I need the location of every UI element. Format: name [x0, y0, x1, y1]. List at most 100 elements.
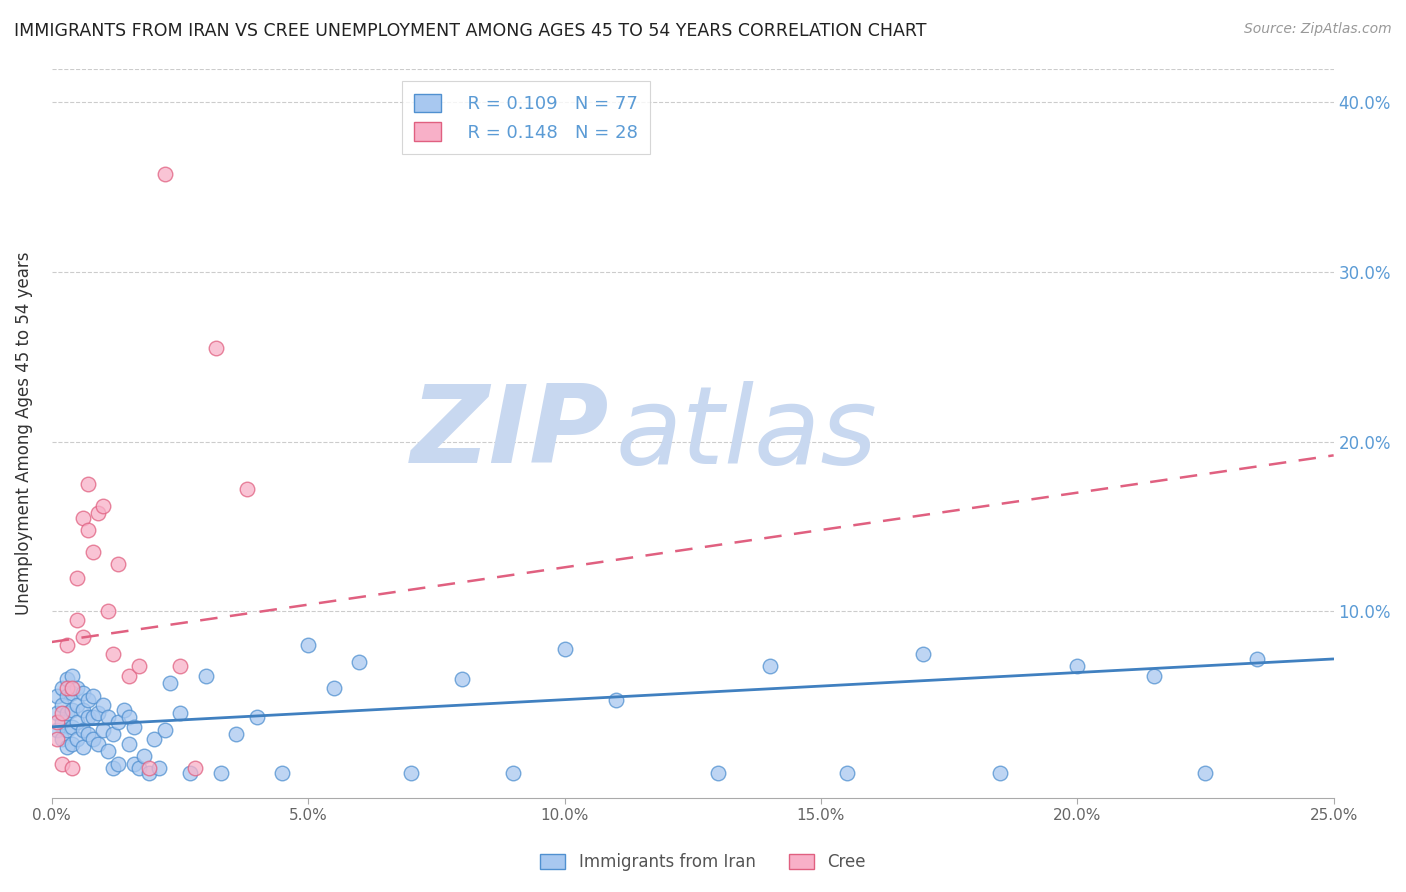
- Point: [246, 709, 269, 723]
- Point: [107, 757, 129, 772]
- Point: [153, 723, 176, 738]
- Point: [107, 714, 129, 729]
- Point: [76, 726, 98, 740]
- Point: [1143, 669, 1166, 683]
- Point: [138, 760, 160, 774]
- Point: [209, 765, 232, 780]
- Point: [179, 765, 201, 780]
- Point: [51, 698, 73, 712]
- Point: [66, 714, 89, 729]
- Point: [51, 731, 73, 746]
- Point: [51, 757, 73, 772]
- Point: [912, 647, 935, 661]
- Point: [51, 706, 73, 721]
- Point: [56, 639, 79, 653]
- Point: [553, 641, 575, 656]
- Text: ZIP: ZIP: [411, 380, 609, 486]
- Point: [1246, 652, 1268, 666]
- Point: [82, 731, 104, 746]
- Point: [194, 669, 217, 683]
- Point: [118, 737, 141, 751]
- Text: atlas: atlas: [616, 381, 877, 486]
- Point: [97, 604, 120, 618]
- Point: [45, 690, 67, 704]
- Point: [45, 723, 67, 738]
- Point: [349, 656, 371, 670]
- Point: [502, 765, 524, 780]
- Point: [82, 690, 104, 704]
- Point: [60, 681, 83, 695]
- Point: [91, 698, 114, 712]
- Point: [45, 714, 67, 729]
- Point: [60, 669, 83, 683]
- Point: [45, 706, 67, 721]
- Legend: Immigrants from Iran, Cree: Immigrants from Iran, Cree: [531, 845, 875, 880]
- Point: [72, 511, 94, 525]
- Point: [205, 342, 228, 356]
- Point: [97, 743, 120, 757]
- Point: [72, 703, 94, 717]
- Point: [605, 692, 627, 706]
- Point: [56, 740, 79, 755]
- Point: [322, 681, 344, 695]
- Point: [82, 545, 104, 559]
- Point: [128, 658, 150, 673]
- Point: [1066, 658, 1088, 673]
- Point: [184, 760, 207, 774]
- Point: [97, 709, 120, 723]
- Legend:   R = 0.109   N = 77,   R = 0.148   N = 28: R = 0.109 N = 77, R = 0.148 N = 28: [402, 81, 651, 154]
- Point: [60, 737, 83, 751]
- Point: [169, 706, 191, 721]
- Point: [122, 757, 145, 772]
- Point: [118, 709, 141, 723]
- Point: [707, 765, 730, 780]
- Point: [72, 723, 94, 738]
- Point: [138, 765, 160, 780]
- Point: [103, 760, 125, 774]
- Point: [82, 709, 104, 723]
- Point: [159, 675, 181, 690]
- Point: [225, 726, 247, 740]
- Point: [103, 726, 125, 740]
- Point: [66, 731, 89, 746]
- Point: [988, 765, 1011, 780]
- Point: [72, 740, 94, 755]
- Point: [56, 681, 79, 695]
- Point: [51, 681, 73, 695]
- Point: [399, 765, 422, 780]
- Point: [66, 698, 89, 712]
- Point: [76, 709, 98, 723]
- Point: [56, 723, 79, 738]
- Text: Source: ZipAtlas.com: Source: ZipAtlas.com: [1244, 22, 1392, 37]
- Point: [66, 570, 89, 584]
- Point: [103, 647, 125, 661]
- Point: [87, 737, 110, 751]
- Point: [758, 658, 780, 673]
- Point: [112, 703, 135, 717]
- Point: [118, 669, 141, 683]
- Point: [451, 673, 474, 687]
- Point: [60, 720, 83, 734]
- Point: [835, 765, 858, 780]
- Point: [45, 731, 67, 746]
- Point: [122, 720, 145, 734]
- Point: [87, 506, 110, 520]
- Point: [76, 523, 98, 537]
- Point: [271, 765, 294, 780]
- Point: [128, 760, 150, 774]
- Y-axis label: Unemployment Among Ages 45 to 54 years: Unemployment Among Ages 45 to 54 years: [15, 252, 32, 615]
- Point: [143, 731, 166, 746]
- Point: [60, 760, 83, 774]
- Point: [153, 167, 176, 181]
- Point: [56, 673, 79, 687]
- Point: [76, 477, 98, 491]
- Point: [91, 723, 114, 738]
- Point: [66, 613, 89, 627]
- Text: IMMIGRANTS FROM IRAN VS CREE UNEMPLOYMENT AMONG AGES 45 TO 54 YEARS CORRELATION : IMMIGRANTS FROM IRAN VS CREE UNEMPLOYMEN…: [14, 22, 927, 40]
- Point: [60, 686, 83, 700]
- Point: [107, 557, 129, 571]
- Point: [235, 483, 257, 497]
- Point: [297, 639, 319, 653]
- Point: [66, 681, 89, 695]
- Point: [87, 706, 110, 721]
